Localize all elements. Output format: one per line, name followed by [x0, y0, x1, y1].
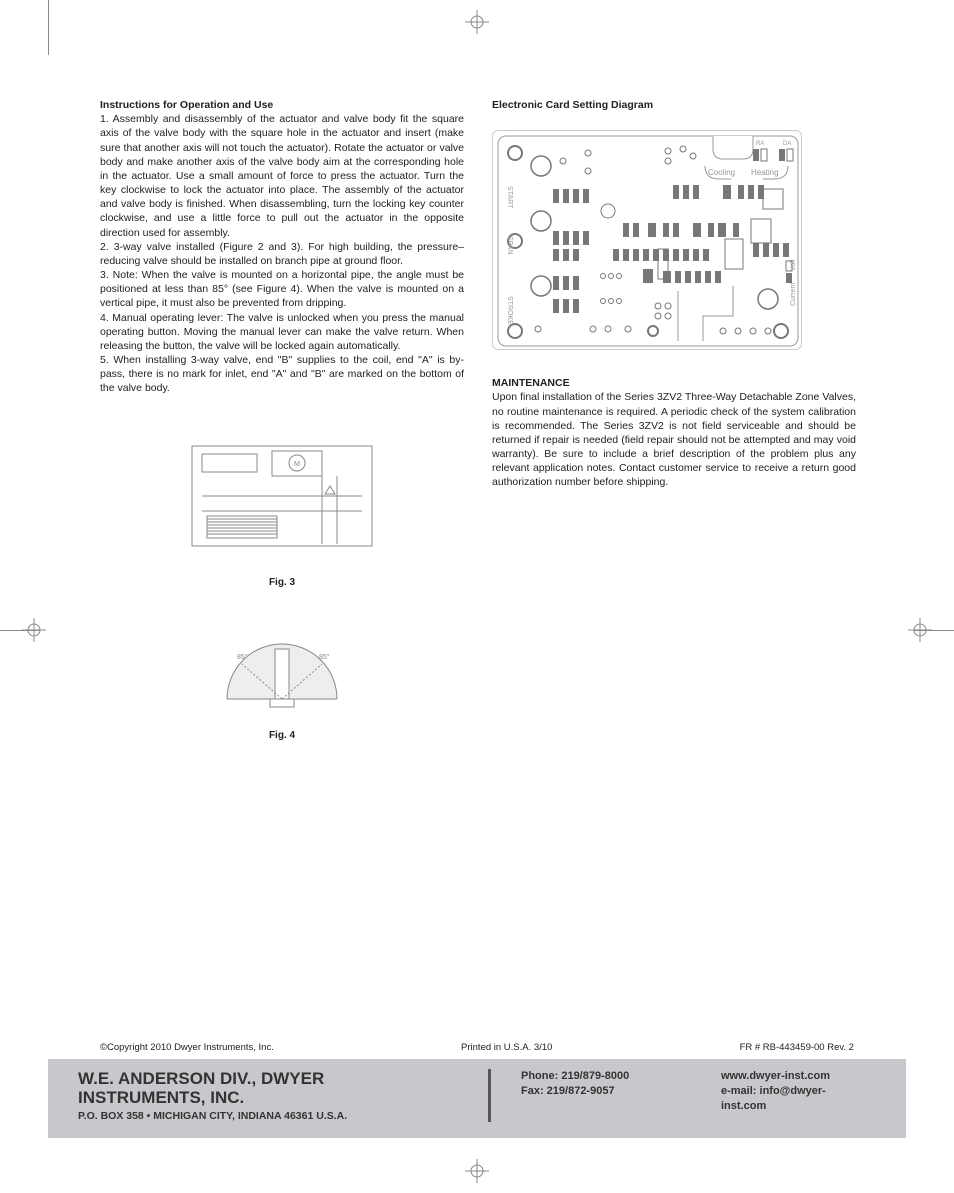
pcb-diagram-icon: START SPAN STROKE Volt Current Cooling H…	[493, 131, 802, 350]
company-name-line1: W.E. ANDERSON DIV., DWYER	[78, 1069, 458, 1089]
svg-text:START: START	[506, 186, 513, 209]
page-content: Instructions for Operation and Use 1. As…	[100, 98, 856, 743]
company-name-line2: INSTRUMENTS, INC.	[78, 1088, 458, 1108]
registration-mark-icon	[908, 618, 932, 642]
maintenance-heading: MAINTENANCE	[492, 376, 856, 390]
instruction-item-4: 4. Manual operating lever: The valve is …	[100, 311, 464, 354]
svg-text:85°: 85°	[237, 653, 248, 661]
electronic-card-diagram: START SPAN STROKE Volt Current Cooling H…	[492, 130, 802, 350]
fax-text: Fax: 219/872-9057	[521, 1084, 701, 1099]
svg-text:DA: DA	[783, 141, 791, 147]
figure-3-caption: Fig. 3	[100, 576, 464, 590]
figure-3: M Fig. 3	[100, 436, 464, 590]
svg-text:85°: 85°	[319, 653, 330, 661]
right-column: Electronic Card Setting Diagram	[492, 98, 856, 743]
footer-contact: Phone: 219/879-8000 Fax: 219/872-9057	[521, 1069, 701, 1099]
svg-text:Heating: Heating	[751, 168, 779, 177]
footer-divider	[488, 1069, 491, 1122]
instruction-item-2: 2. 3-way valve installed (Figure 2 and 3…	[100, 240, 464, 268]
instruction-item-5: 5. When installing 3-way valve, end "B" …	[100, 353, 464, 396]
company-address: P.O. BOX 358 • MICHIGAN CITY, INDIANA 46…	[78, 1110, 458, 1122]
printed-text: Printed in U.S.A. 3/10	[461, 1042, 552, 1053]
copyright-row: ©Copyright 2010 Dwyer Instruments, Inc. …	[48, 1042, 906, 1059]
svg-text:SPAN: SPAN	[506, 236, 513, 255]
instruction-item-1: 1. Assembly and disassembly of the actua…	[100, 112, 464, 240]
svg-text:RA: RA	[756, 141, 764, 147]
footer-block: W.E. ANDERSON DIV., DWYER INSTRUMENTS, I…	[48, 1059, 906, 1138]
registration-mark-icon	[465, 10, 489, 34]
diagram-heading: Electronic Card Setting Diagram	[492, 98, 856, 112]
instructions-heading: Instructions for Operation and Use	[100, 98, 464, 112]
copyright-text: ©Copyright 2010 Dwyer Instruments, Inc.	[100, 1042, 274, 1053]
footer-web: www.dwyer-inst.com e-mail: info@dwyer-in…	[721, 1069, 854, 1114]
phone-text: Phone: 219/879-8000	[521, 1069, 701, 1084]
figure-4-caption: Fig. 4	[100, 729, 464, 743]
svg-text:M: M	[294, 461, 300, 468]
fr-number: FR # RB-443459-00 Rev. 2	[740, 1042, 854, 1053]
maintenance-text: Upon final installation of the Series 3Z…	[492, 390, 856, 489]
footer-company: W.E. ANDERSON DIV., DWYER INSTRUMENTS, I…	[78, 1069, 458, 1122]
registration-mark-icon	[465, 1159, 489, 1183]
instruction-item-3: 3. Note: When the valve is mounted on a …	[100, 268, 464, 311]
figure-4: 85° 85° Fig. 4	[100, 619, 464, 743]
crop-mark	[48, 0, 49, 55]
footer: ©Copyright 2010 Dwyer Instruments, Inc. …	[48, 1042, 906, 1138]
svg-text:Volt: Volt	[790, 259, 797, 271]
left-column: Instructions for Operation and Use 1. As…	[100, 98, 464, 743]
svg-text:STROKE: STROKE	[506, 296, 513, 325]
website-text: www.dwyer-inst.com	[721, 1069, 854, 1084]
svg-text:Current: Current	[790, 283, 797, 306]
email-text: e-mail: info@dwyer-inst.com	[721, 1084, 854, 1114]
figure-3-schematic-icon: M	[182, 436, 382, 566]
figure-4-schematic-icon: 85° 85°	[207, 619, 357, 719]
registration-mark-icon	[22, 618, 46, 642]
svg-text:Cooling: Cooling	[708, 168, 735, 177]
